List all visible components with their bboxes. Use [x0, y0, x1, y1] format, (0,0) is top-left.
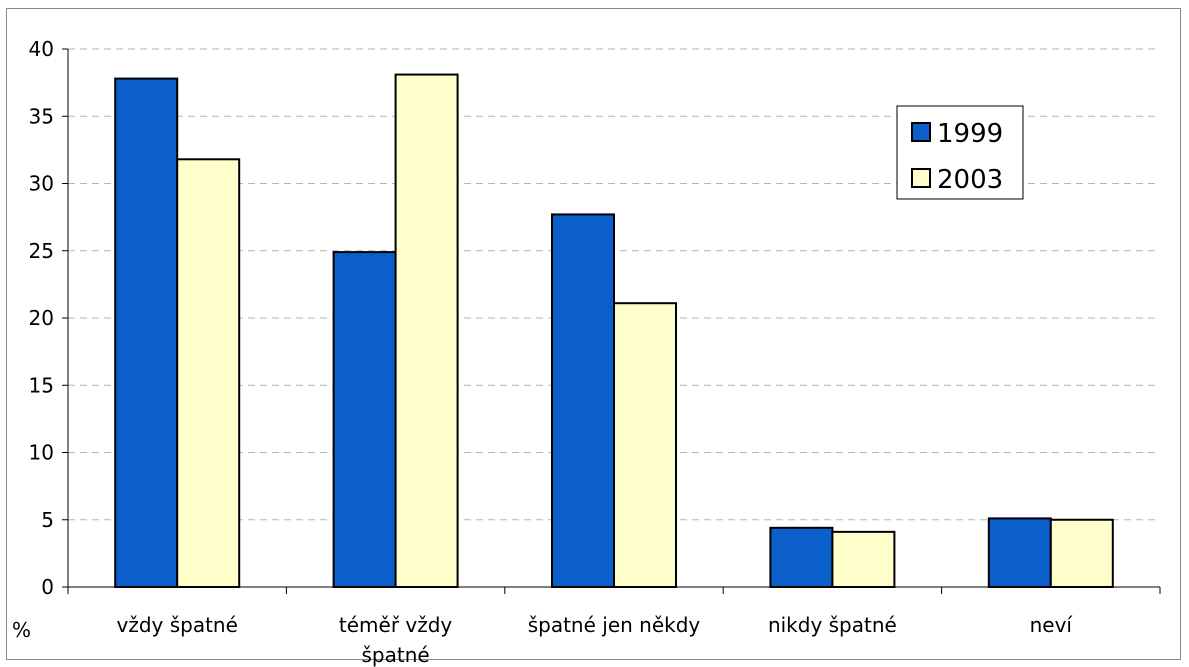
bar-2003-4 [1049, 518, 1114, 588]
y-tick-label-15: 15 [29, 373, 54, 397]
bar-1999-0 [114, 77, 179, 588]
bar-2003-2 [613, 302, 677, 588]
bar-1999-1 [332, 251, 397, 588]
y-tick-label-25: 25 [29, 239, 54, 263]
y-tick-label-20: 20 [29, 306, 54, 330]
x-category-label-0: vždy špatné [116, 613, 237, 637]
bar-1999-3 [769, 526, 834, 589]
x-category-label-1-line-0: téměř vždy [339, 613, 453, 637]
bar-1999-2 [551, 213, 615, 588]
x-category-label-3: nikdy špatné [768, 613, 897, 637]
legend-label-2003: 2003 [937, 165, 1003, 195]
y-tick-label-0: 0 [41, 575, 54, 599]
y-tick-label-5: 5 [41, 508, 54, 532]
x-category-label-2: špatné jen někdy [528, 613, 701, 637]
y-tick-label-30: 30 [29, 172, 54, 196]
x-category-label-4: neví [1030, 613, 1074, 637]
y-axis-unit-label: % [12, 618, 31, 642]
y-tick-label-35: 35 [29, 104, 54, 128]
bar-2003-1 [394, 73, 459, 589]
legend-swatch-2003 [911, 168, 931, 188]
bar-2003-0 [176, 158, 241, 588]
legend-swatch-1999 [911, 122, 931, 142]
bar-1999-4 [987, 517, 1052, 589]
legend-label-1999: 1999 [937, 119, 1003, 149]
bar-2003-3 [831, 530, 896, 588]
y-tick-label-40: 40 [29, 37, 54, 61]
y-tick-label-10: 10 [29, 441, 54, 465]
x-category-label-1-line-1: špatné [361, 643, 429, 667]
